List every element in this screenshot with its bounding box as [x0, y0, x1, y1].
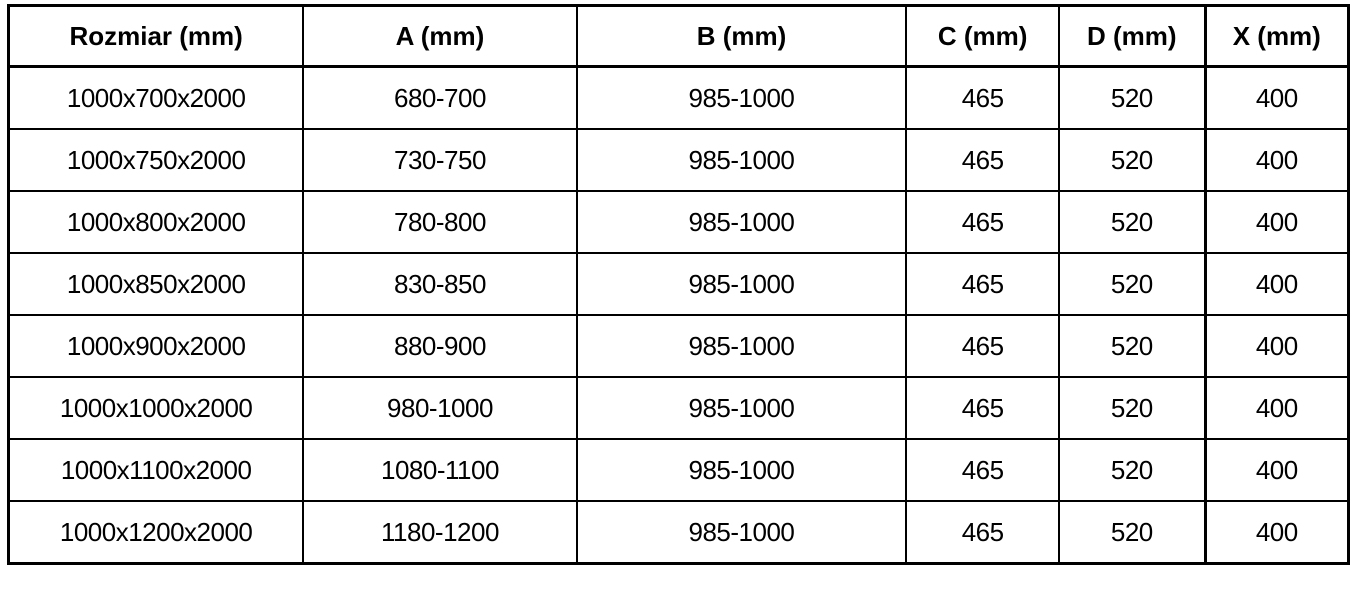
cell-b: 985-1000 — [575, 376, 908, 440]
cell-rozmiar: 1000x750x2000 — [7, 128, 305, 192]
header-row: Rozmiar (mm) A (mm) B (mm) C (mm) D (mm)… — [7, 4, 1350, 68]
table-row: 1000x1000x2000 980-1000 985-1000 465 520… — [7, 376, 1350, 440]
table-row: 1000x750x2000 730-750 985-1000 465 520 4… — [7, 128, 1350, 192]
cell-x: 400 — [1203, 376, 1350, 440]
size-table-body: 1000x700x2000 680-700 985-1000 465 520 4… — [7, 65, 1350, 565]
cell-b: 985-1000 — [575, 65, 908, 130]
cell-d: 520 — [1058, 65, 1207, 130]
cell-a: 980-1000 — [302, 376, 578, 440]
cell-c: 465 — [905, 252, 1061, 316]
cell-b: 985-1000 — [575, 438, 908, 502]
column-header-rozmiar: Rozmiar (mm) — [7, 4, 305, 68]
cell-x: 400 — [1203, 500, 1350, 565]
table-row: 1000x1100x2000 1080-1100 985-1000 465 52… — [7, 438, 1350, 502]
table-row: 1000x700x2000 680-700 985-1000 465 520 4… — [7, 65, 1350, 130]
cell-x: 400 — [1203, 252, 1350, 316]
cell-b: 985-1000 — [575, 190, 908, 254]
column-header-b: B (mm) — [575, 4, 908, 68]
column-header-x: X (mm) — [1203, 4, 1350, 68]
cell-d: 520 — [1058, 376, 1207, 440]
cell-c: 465 — [905, 65, 1061, 130]
cell-b: 985-1000 — [575, 500, 908, 565]
table-header: Rozmiar (mm) A (mm) B (mm) C (mm) D (mm)… — [7, 4, 1350, 68]
cell-a: 730-750 — [302, 128, 578, 192]
cell-d: 520 — [1058, 500, 1207, 565]
cell-rozmiar: 1000x700x2000 — [7, 65, 305, 130]
cell-c: 465 — [905, 376, 1061, 440]
cell-rozmiar: 1000x800x2000 — [7, 190, 305, 254]
cell-a: 1080-1100 — [302, 438, 578, 502]
cell-a: 830-850 — [302, 252, 578, 316]
cell-c: 465 — [905, 190, 1061, 254]
table-row: 1000x1200x2000 1180-1200 985-1000 465 52… — [7, 500, 1350, 565]
cell-d: 520 — [1058, 438, 1207, 502]
cell-rozmiar: 1000x900x2000 — [7, 314, 305, 378]
table-row: 1000x900x2000 880-900 985-1000 465 520 4… — [7, 314, 1350, 378]
cell-c: 465 — [905, 438, 1061, 502]
table-row: 1000x800x2000 780-800 985-1000 465 520 4… — [7, 190, 1350, 254]
cell-x: 400 — [1203, 190, 1350, 254]
cell-rozmiar: 1000x1100x2000 — [7, 438, 305, 502]
cell-a: 680-700 — [302, 65, 578, 130]
cell-rozmiar: 1000x850x2000 — [7, 252, 305, 316]
column-header-c: C (mm) — [905, 4, 1061, 68]
cell-d: 520 — [1058, 190, 1207, 254]
cell-c: 465 — [905, 500, 1061, 565]
cell-rozmiar: 1000x1000x2000 — [7, 376, 305, 440]
cell-x: 400 — [1203, 314, 1350, 378]
cell-b: 985-1000 — [575, 252, 908, 316]
cell-d: 520 — [1058, 314, 1207, 378]
cell-a: 780-800 — [302, 190, 578, 254]
cell-a: 880-900 — [302, 314, 578, 378]
cell-b: 985-1000 — [575, 128, 908, 192]
size-table: Rozmiar (mm) A (mm) B (mm) C (mm) D (mm)… — [7, 4, 1350, 565]
cell-b: 985-1000 — [575, 314, 908, 378]
cell-d: 520 — [1058, 252, 1207, 316]
column-header-a: A (mm) — [302, 4, 578, 68]
cell-d: 520 — [1058, 128, 1207, 192]
cell-x: 400 — [1203, 128, 1350, 192]
table-row: 1000x850x2000 830-850 985-1000 465 520 4… — [7, 252, 1350, 316]
cell-x: 400 — [1203, 438, 1350, 502]
cell-c: 465 — [905, 314, 1061, 378]
cell-x: 400 — [1203, 65, 1350, 130]
cell-rozmiar: 1000x1200x2000 — [7, 500, 305, 565]
cell-c: 465 — [905, 128, 1061, 192]
cell-a: 1180-1200 — [302, 500, 578, 565]
column-header-d: D (mm) — [1058, 4, 1207, 68]
